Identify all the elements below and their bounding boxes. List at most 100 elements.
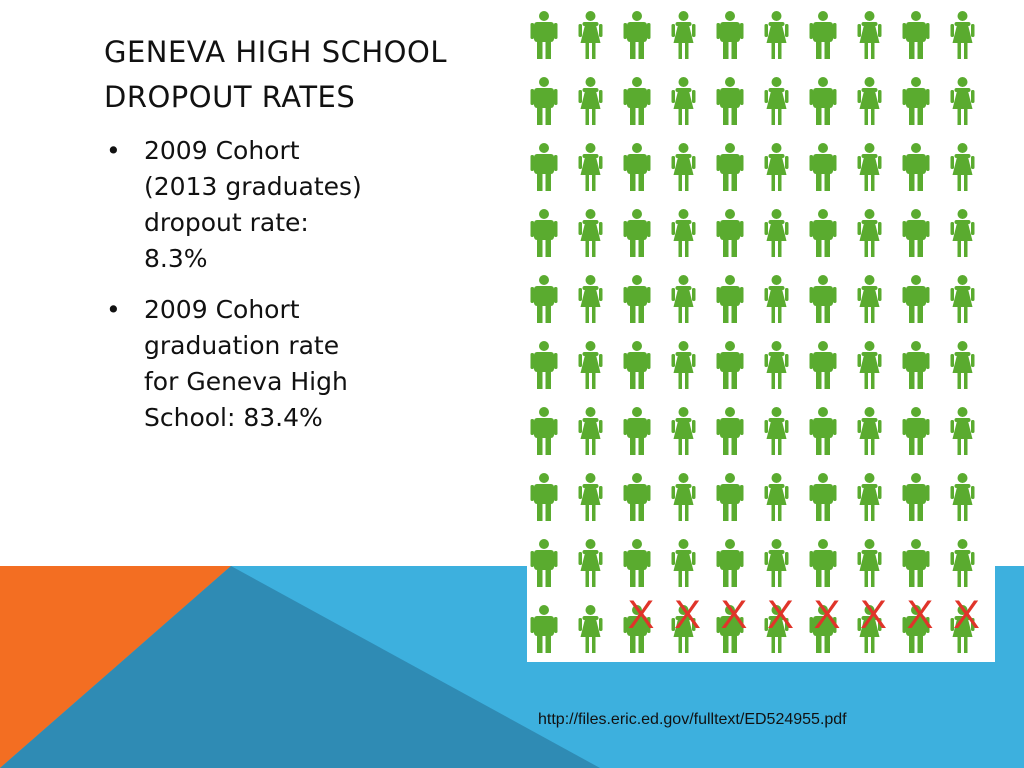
person-icon-male <box>902 407 930 455</box>
person-icon-male <box>716 605 744 653</box>
person-icon-male <box>530 209 558 257</box>
person-icon-female <box>764 77 789 125</box>
person-icon-male <box>716 341 744 389</box>
person-icon-female <box>950 209 975 257</box>
person-icon-male <box>530 407 558 455</box>
person-icon-female <box>671 539 696 587</box>
person-icon-male <box>809 473 837 521</box>
person-icon-female <box>857 143 882 191</box>
person-icon-male <box>623 341 651 389</box>
x-mark: X <box>628 593 655 637</box>
bullet-line: 8.3% <box>144 244 208 273</box>
person-icon-male <box>716 11 744 59</box>
person-icon-female <box>671 77 696 125</box>
person-icon-male <box>902 473 930 521</box>
person-icon-female <box>671 143 696 191</box>
person-icon-female <box>857 209 882 257</box>
person-icon-female <box>578 473 603 521</box>
person-icon-male <box>716 539 744 587</box>
person-icon-male <box>902 11 930 59</box>
person-icon-female <box>950 473 975 521</box>
person-icon-male <box>530 143 558 191</box>
person-icon-female <box>857 605 882 653</box>
person-icon-female <box>764 407 789 455</box>
person-icon-female <box>764 605 789 653</box>
person-icon-male <box>623 209 651 257</box>
title-line: GENEVA HIGH SCHOOL <box>104 35 447 69</box>
person-icon-male <box>716 407 744 455</box>
person-icon-male <box>809 539 837 587</box>
person-icon-male <box>809 605 837 653</box>
x-mark: X <box>814 593 841 637</box>
person-icon-female <box>764 11 789 59</box>
person-icon-female <box>950 77 975 125</box>
person-icon-male <box>623 473 651 521</box>
person-icon-female <box>671 341 696 389</box>
person-icon-female <box>950 407 975 455</box>
person-icon-male <box>530 539 558 587</box>
person-icon-female <box>857 77 882 125</box>
person-icon-male <box>716 209 744 257</box>
person-icon-female <box>950 539 975 587</box>
person-icon-female <box>764 209 789 257</box>
bullet-line: School: 83.4% <box>144 403 323 432</box>
person-icon-female <box>857 11 882 59</box>
person-icon-female <box>671 275 696 323</box>
bullet-line: 2009 Cohort <box>144 136 300 165</box>
person-icon-male <box>809 209 837 257</box>
x-mark: X <box>674 593 701 637</box>
person-icon-female <box>671 473 696 521</box>
person-icon-male <box>902 275 930 323</box>
bullet-list: 2009 Cohort (2013 graduates) dropout rat… <box>104 133 484 451</box>
person-icon-male <box>716 143 744 191</box>
person-icon-female <box>857 473 882 521</box>
person-icon-female <box>578 143 603 191</box>
person-icon-female <box>764 539 789 587</box>
person-icon-male <box>902 143 930 191</box>
person-icon-female <box>764 143 789 191</box>
person-icon-female <box>578 11 603 59</box>
bullet-item-dropout: 2009 Cohort (2013 graduates) dropout rat… <box>104 133 484 277</box>
person-icon-female <box>671 11 696 59</box>
person-icon-female <box>857 275 882 323</box>
person-icon-male <box>623 407 651 455</box>
person-icon-male <box>623 11 651 59</box>
bullet-line: for Geneva High <box>144 367 348 396</box>
bullet-line: (2013 graduates) <box>144 172 362 201</box>
person-icon-female <box>578 275 603 323</box>
person-icon-female <box>578 407 603 455</box>
person-icon-female <box>671 209 696 257</box>
person-icon-male <box>809 341 837 389</box>
person-icon-male <box>809 11 837 59</box>
person-icon-male <box>902 605 930 653</box>
person-icon-female <box>950 143 975 191</box>
person-icon-male <box>716 77 744 125</box>
person-icon-female <box>950 341 975 389</box>
person-icon-male <box>716 473 744 521</box>
x-mark: X <box>767 593 794 637</box>
person-icon-female <box>857 539 882 587</box>
slide-title: GENEVA HIGH SCHOOL DROPOUT RATES <box>104 30 504 120</box>
source-link[interactable]: http://files.eric.ed.gov/fulltext/ED5249… <box>538 711 847 728</box>
person-icon-male <box>809 77 837 125</box>
title-line: DROPOUT RATES <box>104 80 356 114</box>
person-icon-male <box>623 605 651 653</box>
person-icon-female <box>671 605 696 653</box>
person-icon-male <box>809 275 837 323</box>
person-icon-female <box>764 473 789 521</box>
x-mark: X <box>721 593 748 637</box>
x-mark: X <box>907 593 934 637</box>
person-icon-female <box>578 77 603 125</box>
person-icon-male <box>809 407 837 455</box>
person-icon-female <box>764 275 789 323</box>
person-icon-male <box>530 341 558 389</box>
person-icon-female <box>578 605 603 653</box>
x-mark: X <box>953 593 980 637</box>
person-icon-female <box>950 605 975 653</box>
person-icon-male <box>716 275 744 323</box>
bullet-line: 2009 Cohort <box>144 295 300 324</box>
bullet-line: graduation rate <box>144 331 340 360</box>
person-icon-male <box>623 275 651 323</box>
